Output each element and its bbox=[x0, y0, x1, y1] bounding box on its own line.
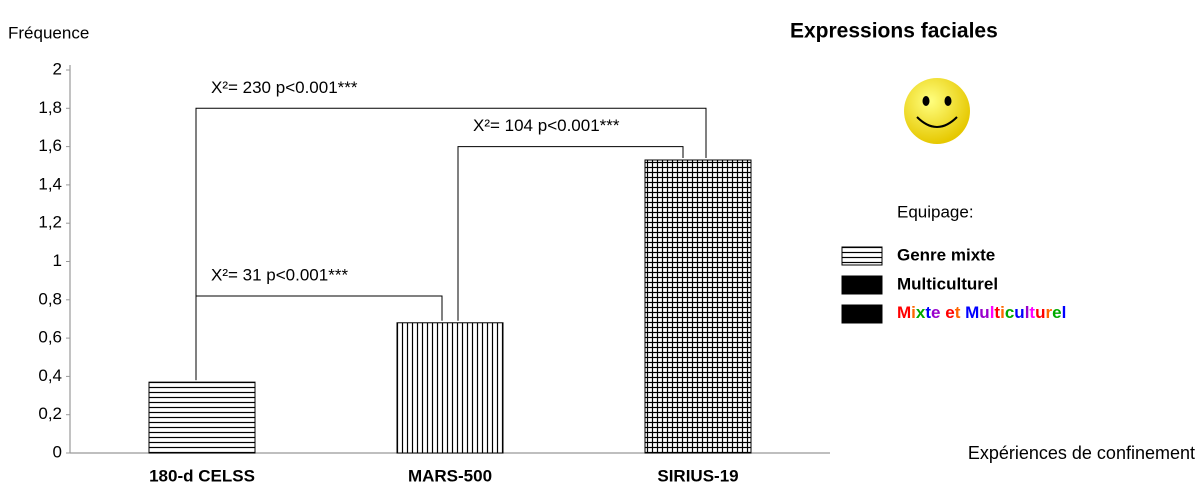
annotation: X²= 230 p<0.001*** bbox=[211, 78, 358, 97]
y-tick-label: 1,4 bbox=[38, 174, 62, 193]
y-tick-label: 0,4 bbox=[38, 366, 62, 385]
legend-title: Equipage: bbox=[897, 202, 974, 221]
annotation: X²= 31 p<0.001*** bbox=[211, 265, 348, 284]
legend-swatch bbox=[841, 304, 883, 324]
x-tick-label: 180-d CELSS bbox=[149, 466, 255, 485]
annotation: X²= 104 p<0.001*** bbox=[473, 116, 620, 135]
y-tick-label: 0,2 bbox=[38, 404, 62, 423]
legend-label: Genre mixte bbox=[897, 245, 995, 264]
bar bbox=[148, 381, 256, 454]
y-tick-label: 1,8 bbox=[38, 98, 62, 117]
legend-label: Mixte et Multiculturel bbox=[897, 303, 1066, 322]
chart-title: Expressions faciales bbox=[790, 20, 998, 43]
smiley bbox=[904, 78, 970, 144]
y-tick-label: 1 bbox=[53, 251, 62, 270]
legend-swatch bbox=[841, 246, 883, 266]
y-tick-label: 0,6 bbox=[38, 328, 62, 347]
y-tick-label: 1,6 bbox=[38, 136, 62, 155]
legend-label: Multiculturel bbox=[897, 274, 998, 293]
significance-bracket bbox=[195, 107, 707, 381]
x-tick-label: SIRIUS-19 bbox=[657, 466, 738, 485]
y-axis-label: Fréquence bbox=[8, 23, 89, 42]
significance-bracket bbox=[195, 295, 443, 381]
legend-swatch bbox=[841, 275, 883, 295]
y-tick-label: 2 bbox=[53, 59, 62, 78]
y-tick-label: 0 bbox=[53, 442, 62, 461]
y-tick-label: 1,2 bbox=[38, 213, 62, 232]
significance-bracket bbox=[457, 146, 684, 321]
x-tick-label: MARS-500 bbox=[408, 466, 492, 485]
x-axis-label: Expériences de confinement bbox=[968, 443, 1195, 463]
bar bbox=[644, 159, 752, 454]
bar bbox=[396, 322, 504, 454]
y-tick-label: 0,8 bbox=[38, 289, 62, 308]
